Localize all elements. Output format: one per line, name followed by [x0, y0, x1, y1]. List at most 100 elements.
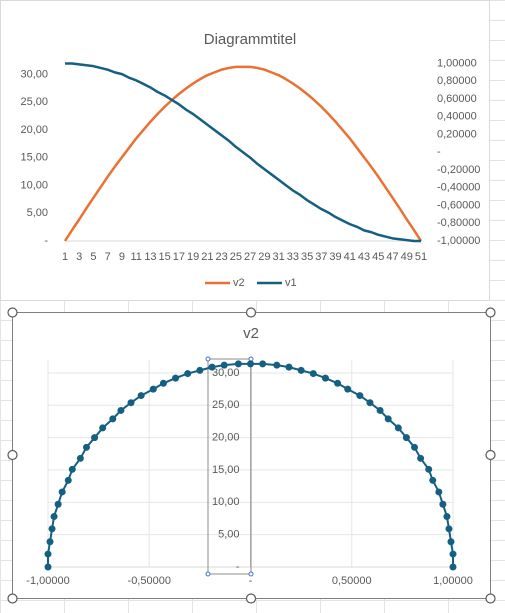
point	[54, 500, 62, 508]
point	[184, 370, 192, 378]
x-tick-label: 39	[329, 251, 341, 263]
x-tick-label: 5	[90, 251, 96, 263]
x-tick-label: 19	[187, 251, 199, 263]
handle[interactable]	[245, 307, 257, 318]
point	[68, 465, 76, 473]
point	[309, 370, 317, 378]
handle[interactable]	[485, 593, 496, 604]
series-line	[65, 62, 421, 243]
x-tick-label: 47	[386, 251, 398, 263]
point	[99, 424, 107, 432]
y-tick-label: 5,00	[218, 529, 239, 541]
point	[449, 563, 457, 571]
point	[439, 500, 447, 508]
x-tick-label: 51	[415, 251, 427, 263]
y-tick-label: 25,00	[20, 96, 48, 108]
point	[91, 434, 99, 442]
axis-handle	[248, 356, 254, 362]
x-tick-label: 23	[216, 251, 228, 263]
x-tick-label: 1	[62, 251, 68, 263]
y-tick-label: 5,00	[27, 207, 48, 219]
y-tick-label: 30,00	[212, 367, 240, 379]
point	[384, 415, 392, 423]
x-tick-label: 31	[272, 251, 284, 263]
point	[259, 360, 267, 368]
y2-tick-label: -0,80000	[437, 217, 480, 229]
point	[445, 525, 453, 533]
point	[321, 374, 329, 382]
chart-area[interactable]	[0, 0, 490, 301]
y-tick-label: 25,00	[212, 399, 240, 411]
x-tick-label: 0,50000	[332, 575, 372, 587]
point	[449, 550, 457, 558]
point	[64, 476, 72, 484]
y2-tick-label: -0,20000	[437, 164, 480, 176]
point	[394, 424, 402, 432]
point	[44, 563, 52, 571]
x-tick-label: 43	[358, 251, 370, 263]
x-tick-label: 7	[105, 251, 111, 263]
series-line	[63, 65, 423, 242]
chart-title: v2	[243, 325, 259, 342]
x-tick-label: 17	[173, 251, 185, 263]
y2-tick-label: 0,80000	[437, 75, 477, 87]
x-tick-label: -	[249, 575, 253, 587]
x-tick-label: 35	[301, 251, 313, 263]
handle[interactable]	[485, 307, 496, 318]
point	[159, 379, 167, 387]
y2-tick-label: 1,00000	[437, 57, 477, 69]
x-tick-label: 13	[144, 251, 156, 263]
axis-handle	[205, 571, 211, 577]
point	[366, 399, 374, 407]
point	[334, 379, 342, 387]
point	[220, 361, 228, 369]
y2-tick-label: -0,40000	[437, 182, 480, 194]
handle[interactable]	[245, 593, 257, 604]
handle[interactable]	[7, 449, 18, 461]
x-tick-label: -0,50000	[128, 575, 171, 587]
selection-handles	[7, 307, 496, 604]
point	[46, 538, 54, 546]
point	[344, 385, 352, 393]
y2-tick-label: 0,60000	[437, 93, 477, 105]
point	[172, 374, 180, 382]
x-tick-label: 41	[344, 251, 356, 263]
axis-handle	[248, 571, 254, 577]
point	[137, 392, 145, 400]
y-tick-label: 20,00	[212, 432, 240, 444]
point	[44, 550, 52, 558]
x-tick-label: 29	[258, 251, 270, 263]
legend-label: v2	[233, 277, 245, 289]
axis-handle	[205, 356, 211, 362]
y-tick-label: -	[44, 235, 48, 247]
point	[58, 488, 66, 496]
point	[208, 363, 216, 371]
point	[48, 525, 56, 533]
point	[247, 360, 254, 368]
x-tick-label: 33	[287, 251, 299, 263]
point	[417, 454, 425, 462]
handle[interactable]	[485, 449, 496, 461]
x-tick-label: 37	[315, 251, 327, 263]
x-tick-label: 21	[201, 251, 213, 263]
axis-selection	[207, 358, 252, 575]
point	[117, 406, 125, 414]
y-tick-label: -	[236, 561, 240, 573]
point	[234, 360, 242, 368]
handle[interactable]	[7, 593, 18, 604]
point	[149, 385, 157, 393]
point	[285, 363, 293, 371]
point	[435, 488, 443, 496]
x-tick-label: 25	[230, 251, 242, 263]
x-tick-label: -1,00000	[26, 575, 69, 587]
point	[50, 513, 58, 521]
point	[273, 361, 281, 369]
point	[109, 415, 117, 423]
point	[82, 443, 90, 451]
y-tick-label: 15,00	[212, 464, 240, 476]
y2-tick-label: -0,60000	[437, 199, 480, 211]
handle[interactable]	[7, 307, 18, 318]
x-tick-label: 9	[119, 251, 125, 263]
